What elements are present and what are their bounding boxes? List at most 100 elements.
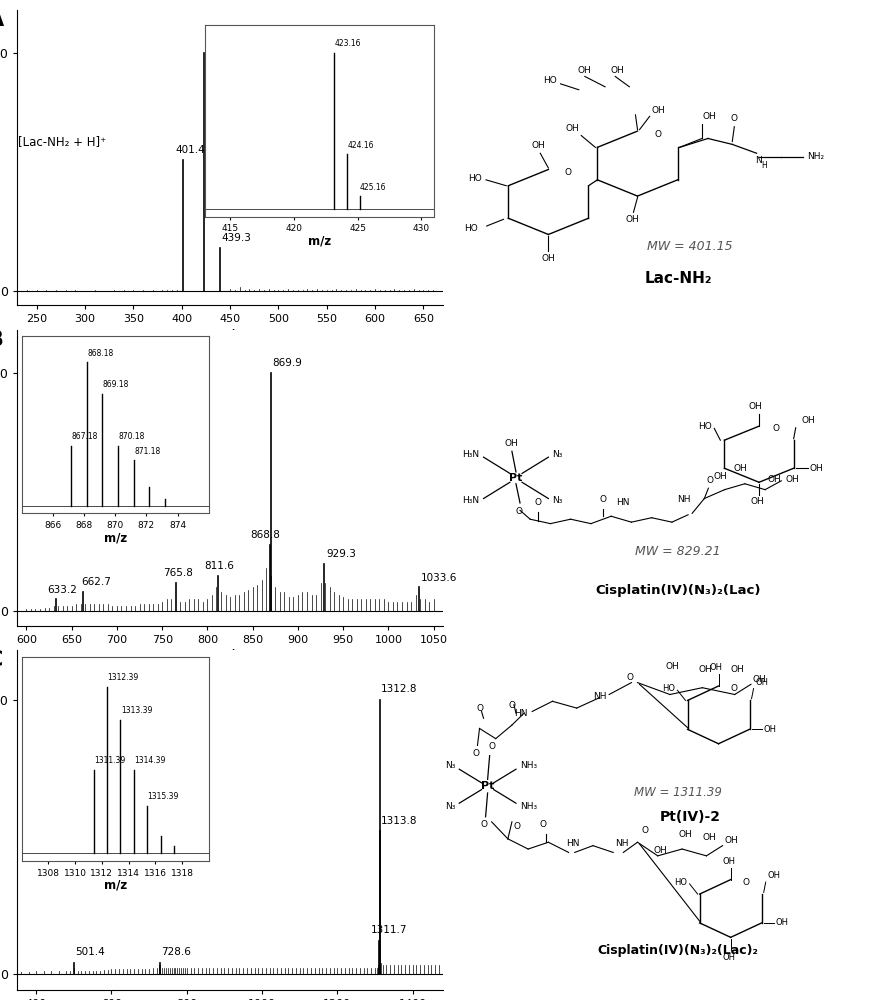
Text: 633.2: 633.2 bbox=[48, 585, 77, 595]
Text: NH: NH bbox=[677, 495, 691, 504]
Text: Cisplatin(IV)(N₃)₂(Lac)₂: Cisplatin(IV)(N₃)₂(Lac)₂ bbox=[598, 944, 759, 957]
Text: 501.4: 501.4 bbox=[75, 947, 105, 957]
Text: OH: OH bbox=[713, 472, 727, 481]
Text: NH₃: NH₃ bbox=[520, 761, 537, 770]
Text: OH: OH bbox=[626, 215, 640, 224]
Text: OH: OH bbox=[750, 497, 764, 506]
Text: 868.8: 868.8 bbox=[249, 530, 280, 540]
Text: Pt: Pt bbox=[481, 781, 494, 791]
Text: 811.6: 811.6 bbox=[204, 561, 235, 571]
Text: N₃: N₃ bbox=[553, 496, 563, 505]
Text: O: O bbox=[540, 820, 547, 829]
Text: HO: HO bbox=[674, 878, 687, 887]
Text: OH: OH bbox=[678, 830, 692, 839]
Text: HN: HN bbox=[514, 709, 528, 718]
Text: HO: HO bbox=[468, 174, 482, 183]
Text: C: C bbox=[0, 650, 3, 670]
Text: Cisplatin(IV)(N₃)₂(Lac): Cisplatin(IV)(N₃)₂(Lac) bbox=[595, 584, 760, 597]
Text: OH: OH bbox=[578, 66, 592, 75]
Text: O: O bbox=[773, 424, 779, 433]
Text: Lac-NH₂: Lac-NH₂ bbox=[644, 271, 712, 286]
Text: OH: OH bbox=[722, 857, 735, 866]
Text: HO: HO bbox=[699, 422, 713, 431]
Text: 765.8: 765.8 bbox=[163, 568, 193, 578]
Text: OH: OH bbox=[710, 663, 723, 672]
Text: MW = 829.21: MW = 829.21 bbox=[635, 545, 720, 558]
Text: Pt(IV)-2: Pt(IV)-2 bbox=[660, 810, 720, 824]
Text: H₃N: H₃N bbox=[462, 496, 480, 505]
Text: HN: HN bbox=[567, 839, 580, 848]
Text: OH: OH bbox=[725, 836, 739, 845]
Text: OH: OH bbox=[541, 254, 555, 263]
Text: [Lac-NH₂ + H]⁺: [Lac-NH₂ + H]⁺ bbox=[18, 135, 107, 148]
Text: OH: OH bbox=[722, 953, 735, 962]
Text: O: O bbox=[706, 476, 714, 485]
Text: OH: OH bbox=[666, 662, 680, 671]
Text: O: O bbox=[509, 701, 516, 710]
Text: MW = 1311.39: MW = 1311.39 bbox=[634, 786, 722, 799]
Text: 929.3: 929.3 bbox=[326, 549, 356, 559]
Text: OH: OH bbox=[786, 475, 799, 484]
Text: N₃: N₃ bbox=[553, 450, 563, 459]
Text: OH: OH bbox=[566, 124, 579, 133]
Text: OH: OH bbox=[652, 106, 666, 115]
Text: O: O bbox=[473, 749, 480, 758]
Text: 869.9: 869.9 bbox=[273, 358, 302, 368]
Text: O: O bbox=[600, 495, 607, 504]
Text: O: O bbox=[534, 498, 541, 507]
Text: O: O bbox=[641, 826, 648, 835]
Text: O: O bbox=[731, 114, 738, 123]
Text: OH: OH bbox=[802, 416, 815, 425]
Text: N₃: N₃ bbox=[445, 802, 455, 811]
Text: OH: OH bbox=[810, 464, 824, 473]
Text: OH: OH bbox=[504, 439, 518, 448]
Text: O: O bbox=[476, 704, 483, 713]
Text: OH: OH bbox=[653, 846, 667, 855]
Text: HO: HO bbox=[543, 76, 556, 85]
Text: OH: OH bbox=[767, 871, 780, 880]
Text: O: O bbox=[488, 742, 495, 751]
Text: HO: HO bbox=[662, 684, 675, 693]
Text: MW = 401.15: MW = 401.15 bbox=[647, 240, 733, 253]
Text: OH: OH bbox=[748, 402, 762, 411]
Text: Pt: Pt bbox=[509, 473, 522, 483]
Text: N₃: N₃ bbox=[445, 761, 455, 770]
Text: A: A bbox=[0, 10, 3, 30]
Text: O: O bbox=[514, 822, 521, 831]
Text: OH: OH bbox=[734, 464, 747, 473]
Text: OH: OH bbox=[755, 678, 768, 687]
Text: 423.4: 423.4 bbox=[206, 38, 236, 48]
Text: B: B bbox=[0, 330, 3, 350]
Text: O: O bbox=[731, 684, 738, 693]
Text: O: O bbox=[565, 168, 572, 177]
Text: NH₃: NH₃ bbox=[520, 802, 537, 811]
Text: O: O bbox=[515, 507, 523, 516]
Text: OH: OH bbox=[531, 141, 545, 150]
X-axis label: m/z: m/z bbox=[216, 647, 244, 661]
Text: H₃N: H₃N bbox=[462, 450, 480, 459]
Text: O: O bbox=[627, 673, 634, 682]
Text: OH: OH bbox=[731, 665, 745, 674]
Text: NH: NH bbox=[615, 839, 628, 848]
Text: OH: OH bbox=[764, 725, 777, 734]
Text: 662.7: 662.7 bbox=[82, 577, 111, 587]
Text: OH: OH bbox=[702, 833, 716, 842]
Text: OH: OH bbox=[776, 918, 789, 927]
Text: 1312.8: 1312.8 bbox=[381, 684, 417, 694]
Text: 1033.6: 1033.6 bbox=[421, 573, 457, 583]
Text: NH₂: NH₂ bbox=[807, 152, 825, 161]
Text: 1311.7: 1311.7 bbox=[371, 925, 408, 935]
Text: HN: HN bbox=[617, 498, 630, 507]
Text: NH: NH bbox=[594, 692, 607, 701]
Text: O: O bbox=[743, 878, 750, 887]
Text: HO: HO bbox=[464, 224, 478, 233]
Text: OH: OH bbox=[767, 475, 781, 484]
Text: 401.4: 401.4 bbox=[176, 145, 205, 155]
Text: 439.3: 439.3 bbox=[222, 233, 251, 243]
X-axis label: m/z: m/z bbox=[216, 327, 244, 341]
Text: N: N bbox=[755, 156, 762, 165]
Text: OH: OH bbox=[699, 665, 712, 674]
Text: H: H bbox=[761, 161, 767, 170]
Text: O: O bbox=[654, 130, 661, 139]
Text: O: O bbox=[481, 820, 488, 829]
